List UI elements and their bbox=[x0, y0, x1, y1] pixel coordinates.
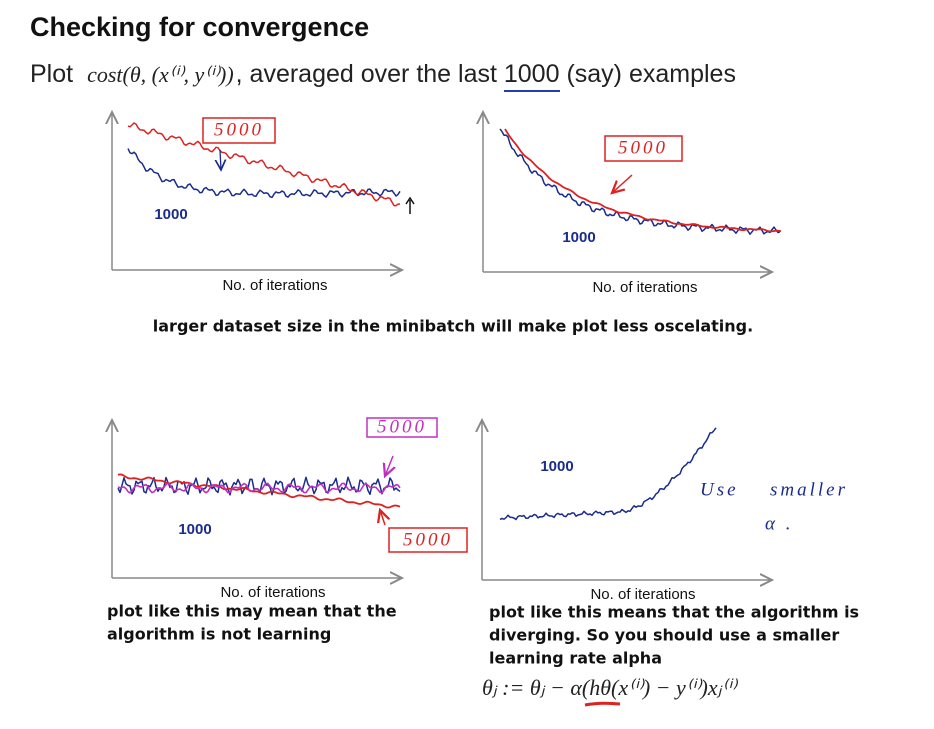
arrow bbox=[220, 149, 221, 170]
note: larger dataset size in the minibatch wil… bbox=[153, 317, 753, 336]
handwritten-label: 5000 bbox=[403, 529, 453, 550]
curves bbox=[117, 122, 782, 521]
subtitle-text: (say) examples bbox=[559, 60, 736, 88]
subtitle: Plot cost(θ, (x⁽ⁱ⁾, y⁽ⁱ⁾)), averaged over… bbox=[30, 60, 736, 92]
curve bbox=[127, 148, 401, 199]
handwritten-label: 5000 bbox=[214, 119, 264, 140]
plot-word: Plot bbox=[30, 60, 74, 88]
label: 1000 bbox=[562, 229, 595, 246]
annotation: Use bbox=[700, 479, 739, 500]
label: 1000 bbox=[154, 206, 187, 223]
x-axis-label: No. of iterations bbox=[590, 586, 695, 603]
curve bbox=[499, 128, 781, 235]
x-axis-label: No. of iterations bbox=[220, 584, 325, 601]
curve bbox=[127, 122, 401, 207]
caption: plot like this means that the algorithm … bbox=[489, 603, 859, 622]
label-box bbox=[366, 417, 438, 438]
caption: plot like this may mean that the bbox=[107, 602, 397, 621]
subtitle-text: , averaged over the last bbox=[235, 60, 504, 88]
caption: algorithm is not learning bbox=[107, 625, 331, 644]
arrow bbox=[380, 510, 385, 526]
curve bbox=[117, 473, 401, 509]
cost-formula: cost(θ, (x⁽ⁱ⁾, y⁽ⁱ⁾)) bbox=[87, 62, 234, 87]
arrow bbox=[612, 174, 633, 193]
title: Checking for convergence bbox=[30, 12, 370, 42]
annotation: smaller bbox=[770, 479, 848, 500]
arrow bbox=[405, 196, 415, 214]
handwritten-label: 5000 bbox=[377, 416, 427, 437]
curve bbox=[499, 427, 717, 521]
label: 1000 bbox=[178, 521, 211, 538]
update-rule: θⱼ := θⱼ − α(hθ(x⁽ⁱ⁾) − y⁽ⁱ⁾)xⱼ⁽ⁱ⁾ bbox=[482, 675, 739, 700]
label: 1000 bbox=[540, 458, 573, 475]
handwritten-label: 5000 bbox=[618, 137, 668, 158]
curve bbox=[504, 128, 782, 233]
label-box bbox=[202, 117, 276, 144]
annotation: α . bbox=[765, 513, 793, 534]
label-box bbox=[604, 135, 683, 162]
x-axis-label: No. of iterations bbox=[592, 279, 697, 296]
label-box bbox=[388, 527, 468, 553]
caption: diverging. So you should use a smaller bbox=[489, 626, 839, 645]
x-axis-label: No. of iterations bbox=[222, 277, 327, 294]
curve bbox=[117, 482, 401, 494]
underline bbox=[584, 701, 621, 707]
caption: learning rate alpha bbox=[489, 649, 662, 668]
arrow bbox=[385, 455, 393, 476]
underlined-number: 1000 bbox=[503, 60, 560, 92]
